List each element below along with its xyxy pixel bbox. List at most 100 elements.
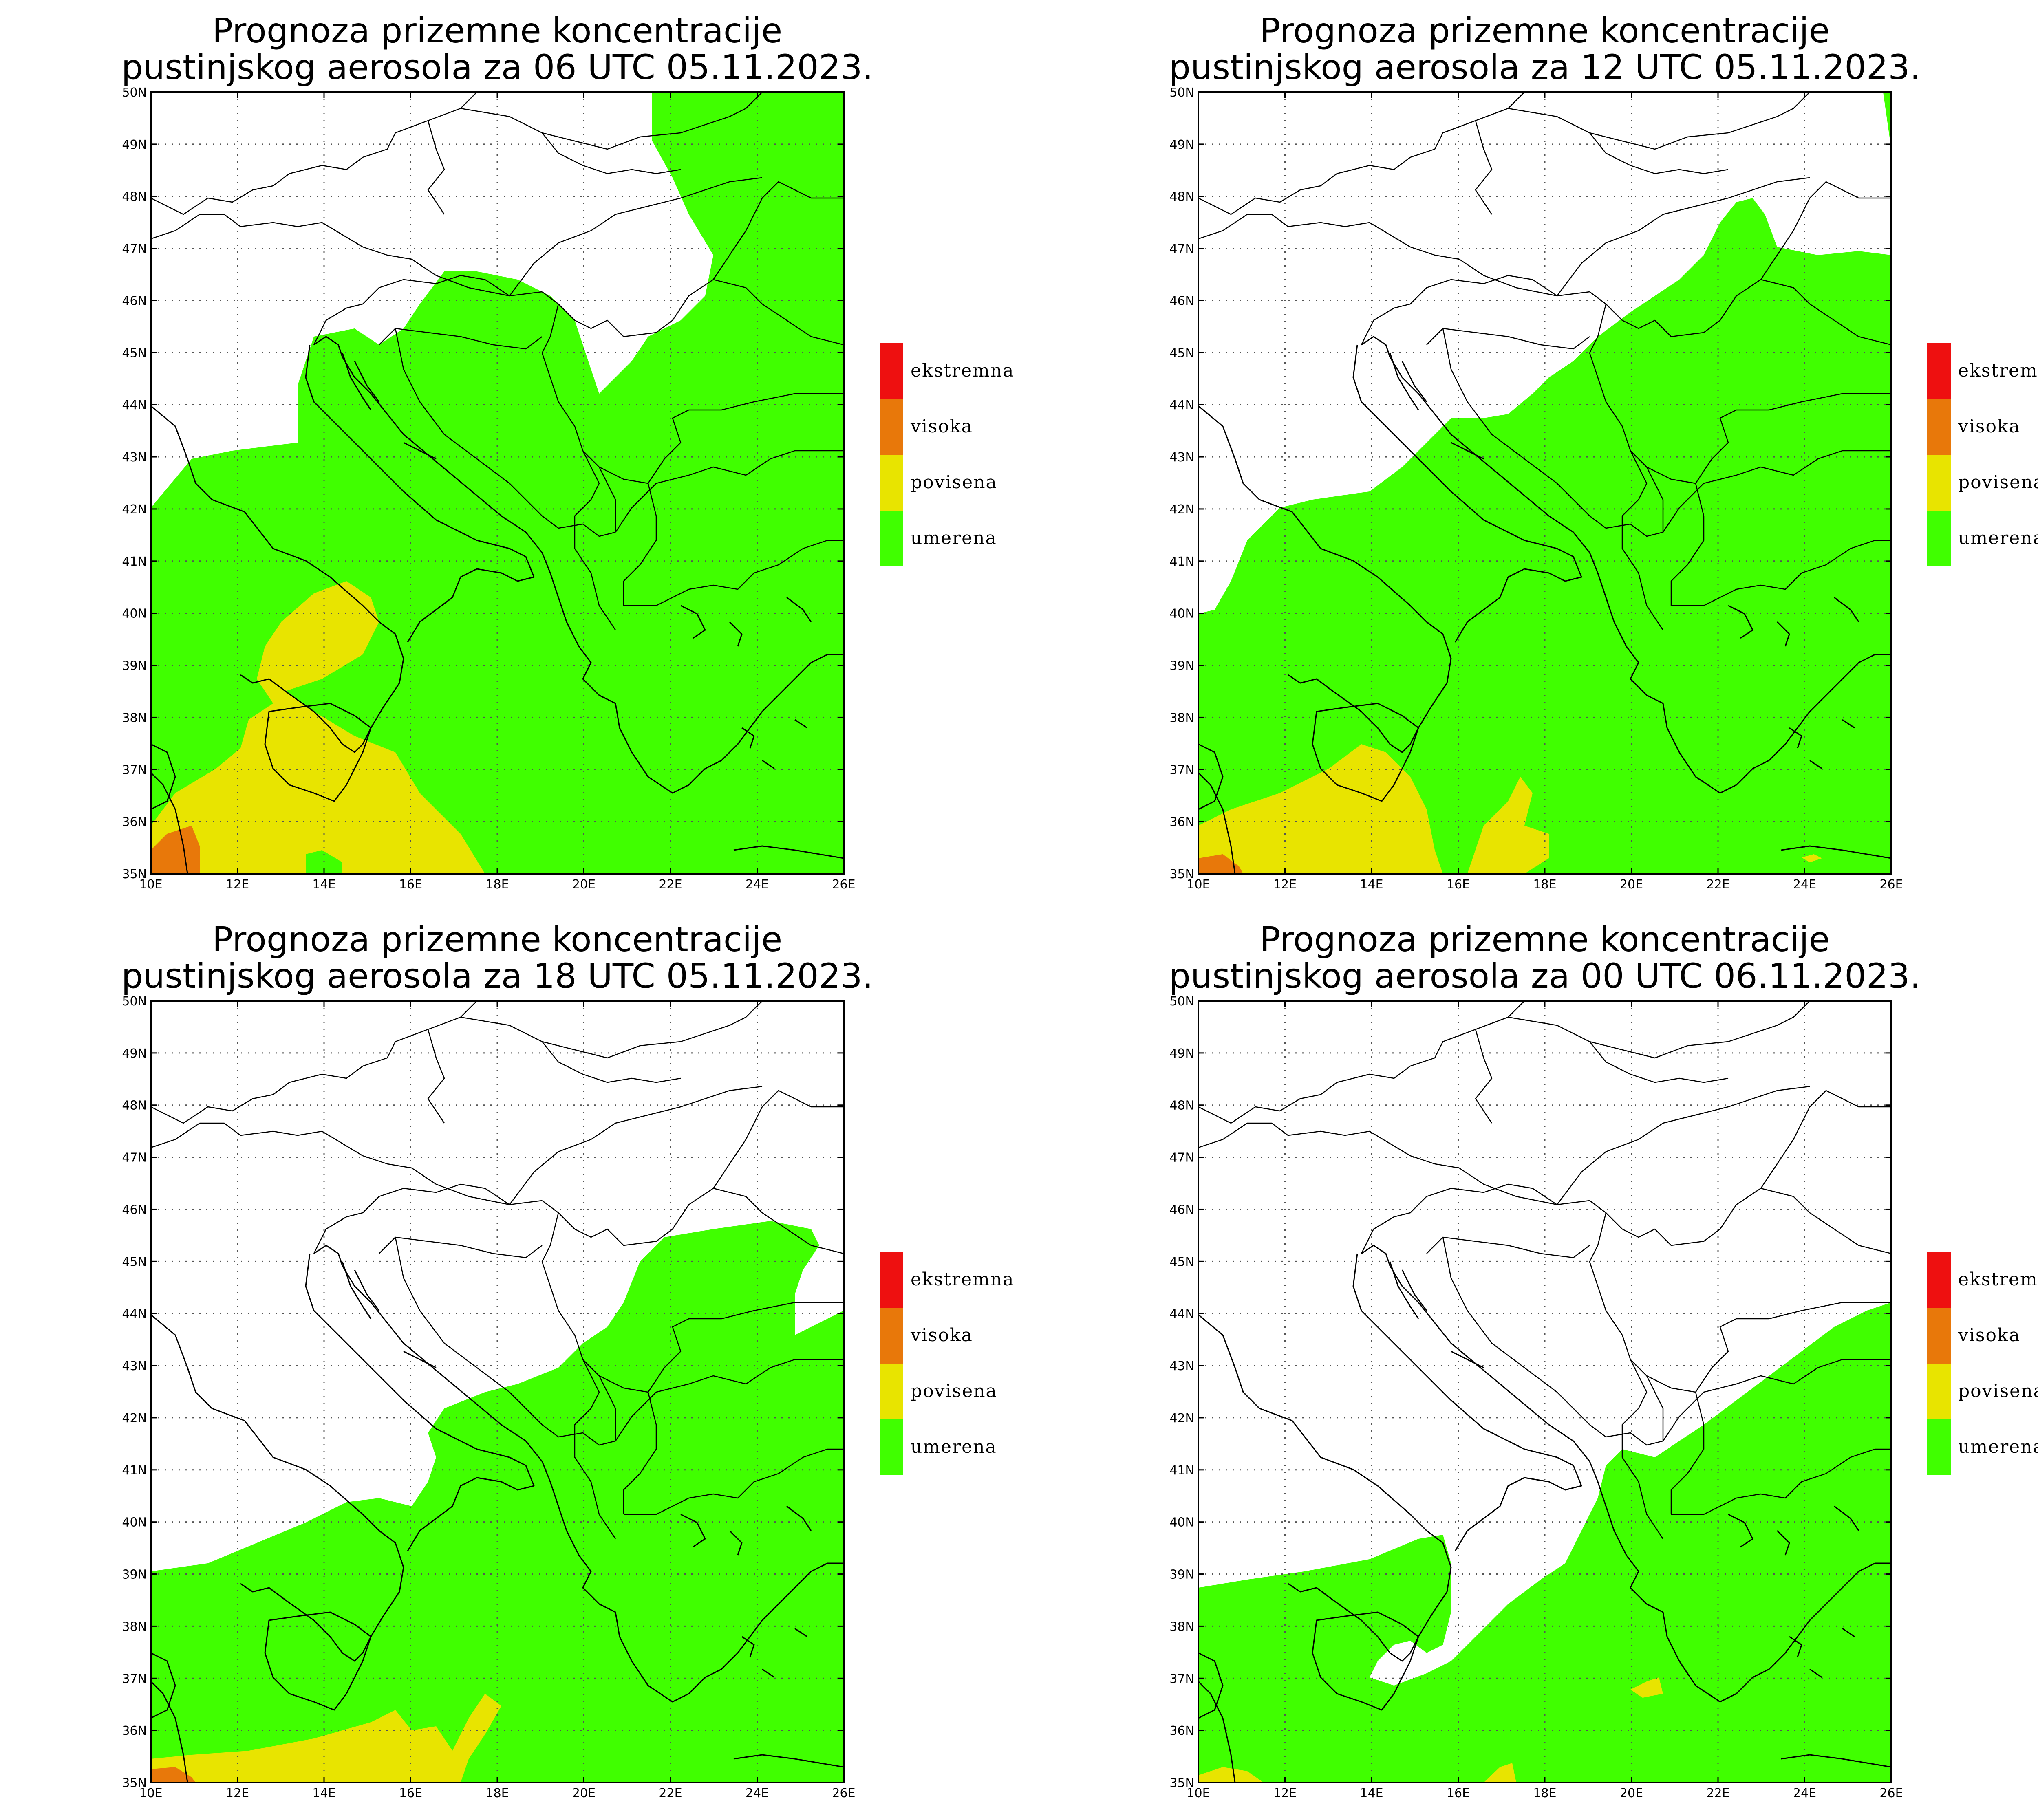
legend-label-povisena: povisena (911, 1381, 997, 1401)
lat-tick-label: 45N (122, 346, 147, 360)
lat-tick-label: 37N (1169, 763, 1194, 777)
lon-tick-label: 18E (485, 1786, 509, 1800)
lat-tick-label: 50N (1169, 994, 1194, 1009)
map-area (1198, 1001, 1891, 1783)
lat-tick-label: 42N (1169, 502, 1194, 517)
legend-label-ekstremna: ekstremna (911, 360, 1014, 381)
panel-title-line1: Prognoza prizemne koncentracije (212, 11, 783, 51)
lon-tick-label: 10E (139, 877, 162, 892)
legend-label-umerena: umerena (911, 1437, 997, 1457)
legend-label-umerena: umerena (911, 528, 997, 549)
legend-swatch-visoka (1927, 1308, 1951, 1364)
lon-tick-label: 26E (1879, 1786, 1903, 1800)
lon-tick-label: 24E (1793, 877, 1816, 892)
lat-tick-label: 41N (122, 1463, 147, 1478)
lat-tick-label: 43N (122, 1359, 147, 1373)
lat-tick-label: 41N (1169, 1463, 1194, 1478)
lat-tick-label: 48N (1169, 1099, 1194, 1113)
map-area (1198, 92, 1891, 874)
lat-tick-label: 46N (1169, 294, 1194, 308)
lat-tick-label: 38N (122, 1619, 147, 1634)
lon-tick-label: 20E (1620, 1786, 1643, 1800)
legend-label-povisena: povisena (1958, 1381, 2038, 1401)
panel-title-line2: pustinjskog aerosola za 00 UTC 06.11.202… (1169, 956, 1921, 996)
graticule (1198, 92, 1891, 874)
legend-label-umerena: umerena (1958, 528, 2038, 549)
lon-tick-label: 26E (1879, 877, 1903, 892)
lat-tick-label: 38N (1169, 711, 1194, 725)
forecast-panel-3: Prognoza prizemne koncentracijepustinjsk… (121, 919, 1014, 1800)
lon-tick-label: 12E (226, 877, 249, 892)
lon-tick-label: 12E (1273, 877, 1297, 892)
lat-tick-label: 49N (1169, 1047, 1194, 1061)
lat-tick-label: 42N (122, 1411, 147, 1426)
lat-tick-label: 45N (122, 1255, 147, 1269)
lat-tick-label: 38N (122, 711, 147, 725)
lon-tick-label: 14E (312, 1786, 335, 1800)
map-area (151, 1001, 844, 1783)
lon-tick-label: 22E (659, 877, 682, 892)
legend-swatch-umerena (880, 511, 903, 566)
lon-tick-label: 12E (1273, 1786, 1297, 1800)
legend-label-umerena: umerena (1958, 1437, 2038, 1457)
graticule (151, 1001, 844, 1783)
lon-tick-label: 26E (832, 1786, 855, 1800)
legend-swatch-umerena (1927, 1419, 1951, 1475)
lat-tick-label: 37N (122, 763, 147, 777)
lat-tick-label: 36N (122, 815, 147, 829)
lon-tick-label: 16E (1447, 1786, 1470, 1800)
legend-swatch-visoka (1927, 399, 1951, 455)
legend-swatch-ekstremna (880, 1252, 903, 1308)
graticule (1198, 1001, 1891, 1783)
lat-tick-label: 46N (122, 294, 147, 308)
lat-tick-label: 45N (1169, 346, 1194, 360)
lat-tick-label: 46N (1169, 1203, 1194, 1217)
lon-tick-label: 16E (1447, 877, 1470, 892)
panel-title-line2: pustinjskog aerosola za 18 UTC 05.11.202… (121, 956, 873, 996)
lat-tick-label: 38N (1169, 1619, 1194, 1634)
lon-tick-label: 26E (832, 877, 855, 892)
legend-label-ekstremna: ekstremna (911, 1269, 1014, 1290)
legend-label-visoka: visoka (1958, 416, 2020, 437)
lat-tick-label: 40N (122, 607, 147, 621)
legend-label-ekstremna: ekstremna (1958, 360, 2038, 381)
lat-tick-label: 35N (1169, 1776, 1194, 1790)
lon-tick-label: 22E (1706, 1786, 1729, 1800)
lat-tick-label: 49N (122, 1047, 147, 1061)
lat-tick-label: 43N (1169, 1359, 1194, 1373)
lon-tick-label: 22E (1706, 877, 1729, 892)
lat-tick-label: 44N (122, 1307, 147, 1321)
lon-tick-label: 18E (1533, 877, 1556, 892)
panel-title-line1: Prognoza prizemne koncentracije (1260, 11, 1830, 51)
lat-tick-label: 36N (122, 1724, 147, 1738)
legend-label-visoka: visoka (910, 416, 973, 437)
panel-title-line2: pustinjskog aerosola za 12 UTC 05.11.202… (1169, 47, 1921, 87)
lat-tick-label: 39N (122, 1568, 147, 1582)
forecast-panel-2: Prognoza prizemne koncentracijepustinjsk… (1169, 11, 2038, 892)
legend: ekstremna visoka povisena umerena (1927, 1252, 2038, 1475)
lon-tick-label: 14E (1360, 877, 1383, 892)
lat-tick-label: 47N (122, 242, 147, 256)
lat-tick-label: 44N (1169, 398, 1194, 412)
map-area (151, 92, 844, 874)
lon-tick-label: 16E (399, 877, 422, 892)
lat-tick-label: 42N (122, 502, 147, 517)
lat-tick-label: 40N (1169, 607, 1194, 621)
lat-tick-label: 41N (1169, 555, 1194, 569)
lat-tick-label: 40N (1169, 1516, 1194, 1530)
lon-tick-label: 18E (1533, 1786, 1556, 1800)
lon-tick-label: 14E (1360, 1786, 1383, 1800)
lat-tick-label: 50N (122, 86, 147, 100)
forecast-panel-4: Prognoza prizemne koncentracijepustinjsk… (1169, 919, 2038, 1800)
legend-label-visoka: visoka (910, 1325, 973, 1346)
lon-tick-label: 10E (1187, 1786, 1210, 1800)
lon-tick-label: 10E (1187, 877, 1210, 892)
legend: ekstremna visoka povisena umerena (880, 343, 1014, 566)
lon-tick-label: 20E (572, 1786, 596, 1800)
legend-swatch-povisena (1927, 1364, 1951, 1419)
lon-tick-label: 20E (1620, 877, 1643, 892)
forecast-panel-1: Prognoza prizemne koncentracijepustinjsk… (121, 11, 1014, 892)
legend-label-visoka: visoka (1958, 1325, 2020, 1346)
lon-tick-label: 24E (1793, 1786, 1816, 1800)
